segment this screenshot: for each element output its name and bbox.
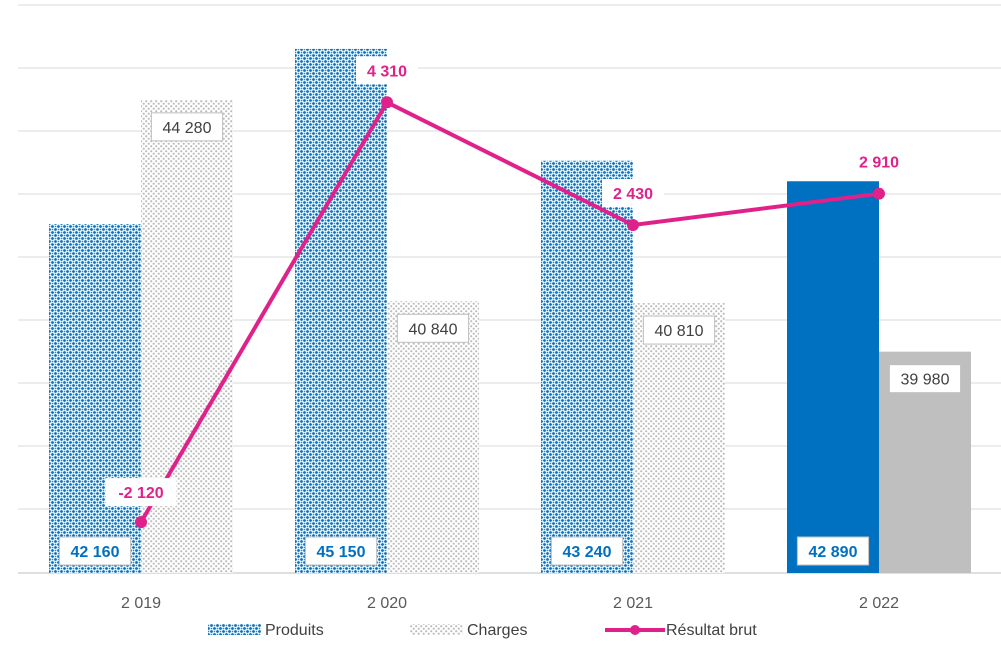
label-charges-3-text: 39 980 [901,372,950,389]
label-resultat-1-text: 4 310 [367,63,407,80]
label-resultat-2-box [602,179,664,208]
label-produits-0-box [58,536,132,566]
label-produits-2-text: 43 240 [563,544,612,561]
bar-produits-2 [541,160,633,574]
legend-label-resultat-brut: Résultat brut [666,622,757,639]
label-resultat-0-box [105,478,177,507]
label-produits-3-text: 42 890 [809,544,858,561]
legend-swatch-produits [208,624,261,635]
label-charges-0-box [150,112,224,142]
line-series [135,96,885,529]
label-charges-3-box [888,364,962,394]
category-label-1: 2 020 [367,595,407,612]
label-charges-2-text: 40 810 [655,323,704,340]
label-resultat-3-text: 2 910 [859,155,899,172]
label-resultat-1-box [356,56,418,85]
legend-item-charges: Charges [410,622,527,639]
legend: Produits Charges Résultat brut [208,622,757,639]
label-resultat-0: -2 120 [105,478,177,507]
legend-item-resultat-brut: Résultat brut [605,622,757,639]
label-charges-1-box [396,313,470,343]
category-label-3: 2 022 [859,595,899,612]
label-charges-0-text: 44 280 [163,120,212,137]
point-resultat-3 [873,187,885,200]
category-label-0: 2 019 [121,595,161,612]
legend-label-produits: Produits [265,622,324,639]
label-produits-0: 42 160 [58,536,132,566]
label-produits-2-box [550,536,624,566]
point-resultat-0 [135,516,147,529]
label-produits-1-box [304,536,378,566]
line-resultat-brut [139,100,880,524]
label-resultat-0-text: -2 120 [118,485,163,502]
label-produits-3-box [796,536,870,566]
label-charges-2-box [642,315,716,345]
label-charges-1-text: 40 840 [409,321,458,338]
legend-swatch-resultat-dot [630,625,640,635]
label-resultat-3-box [848,147,910,176]
bar-produits-3 [787,181,879,573]
label-produits-0-text: 42 160 [71,544,120,561]
point-resultat-1 [381,96,393,109]
point-resultat-2 [627,219,639,232]
label-produits-3: 42 890 [796,536,870,566]
bar-produits-1 [295,48,387,573]
bar-charges-1 [387,301,479,573]
label-resultat-3: 2 910 [848,147,910,176]
legend-swatch-charges [410,624,463,635]
label-charges-2: 40 810 [642,315,716,345]
data-labels: 42 160 44 280 45 150 40 840 43 240 40 810 42 8… [58,56,962,566]
legend-item-produits: Produits [208,622,324,639]
x-axis: 2 019 2 020 2 021 2 022 [121,595,899,612]
bar-produits-0 [49,224,141,573]
label-charges-3: 39 980 [888,364,962,394]
label-resultat-1: 4 310 [356,56,418,85]
legend-label-charges: Charges [467,622,527,639]
label-charges-1: 40 840 [396,313,470,343]
bar-charges-2 [633,303,725,573]
label-resultat-2: 2 430 [602,179,664,208]
label-produits-1-text: 45 150 [317,544,366,561]
label-charges-0: 44 280 [150,112,224,142]
label-produits-1: 45 150 [304,536,378,566]
label-resultat-2-text: 2 430 [613,186,653,203]
category-label-2: 2 021 [613,595,653,612]
label-produits-2: 43 240 [550,536,624,566]
